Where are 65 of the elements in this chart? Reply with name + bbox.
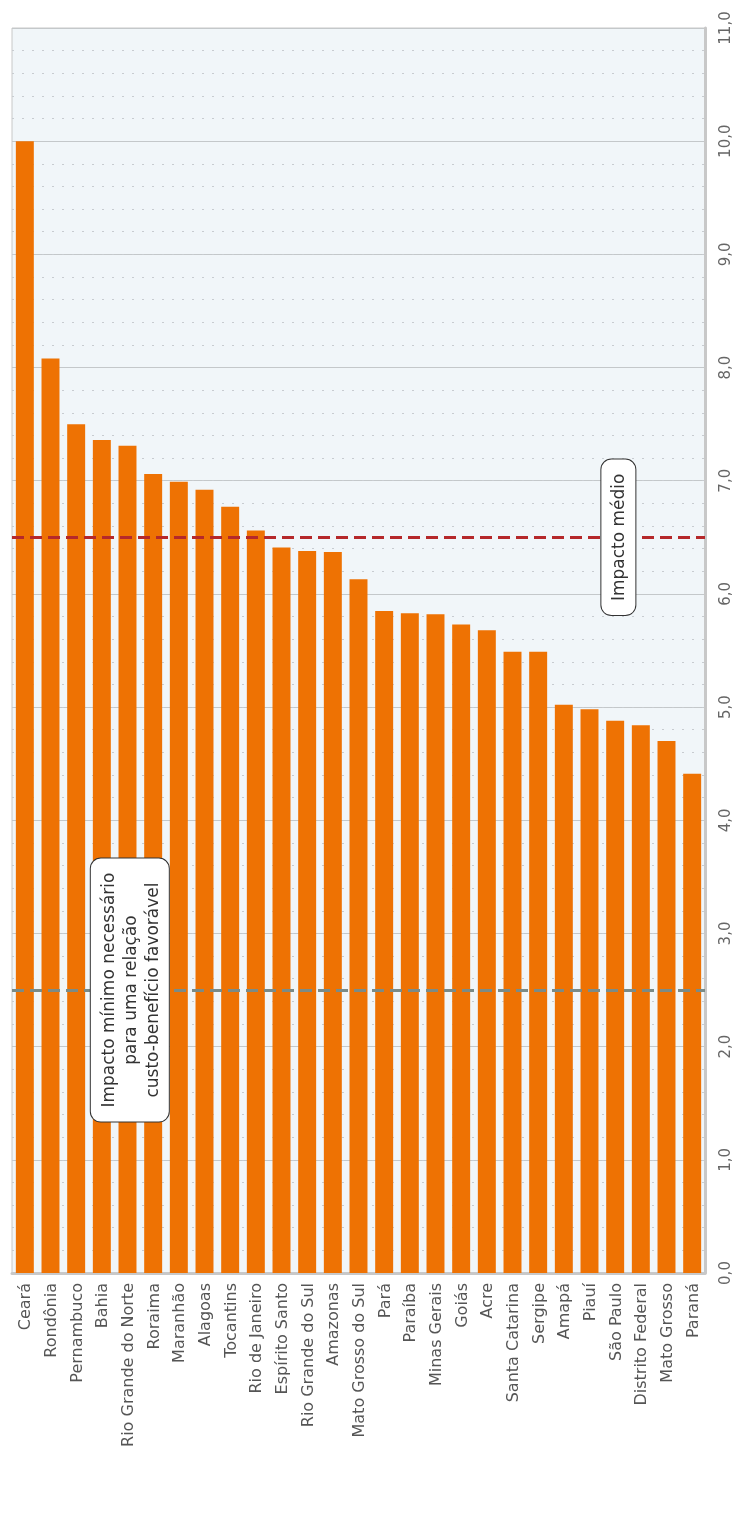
bar: [323, 552, 342, 1273]
bar: [452, 624, 471, 1273]
y-tick-label: 8,0: [715, 355, 734, 380]
bar: [169, 481, 188, 1273]
x-tick-label: Pará: [374, 1283, 394, 1319]
bar: [195, 489, 214, 1273]
x-tick-label: Paraíba: [400, 1283, 420, 1343]
y-tick-label: 4,0: [715, 808, 734, 833]
x-tick-label: Rondônia: [41, 1283, 60, 1358]
bar: [298, 550, 317, 1273]
bar: [221, 506, 240, 1273]
x-tick-label: Pernambuco: [66, 1283, 86, 1383]
x-tick-label: Santa Catarina: [503, 1283, 522, 1403]
x-tick-label: Sergipe: [528, 1283, 548, 1344]
x-tick-label: Goiás: [451, 1283, 471, 1328]
y-tick-label: 0,0: [715, 1261, 734, 1285]
bar: [15, 141, 34, 1273]
bar: [580, 709, 599, 1273]
x-tick-label: Rio Grande do Sul: [297, 1283, 317, 1428]
bar: [426, 614, 445, 1273]
bar: [67, 424, 86, 1273]
x-tick-label: Acre: [477, 1283, 497, 1319]
bar: [554, 704, 573, 1273]
bar: [683, 773, 702, 1273]
x-tick-label: Rio de Janeiro: [246, 1283, 266, 1394]
y-tick-label: 3,0: [715, 921, 734, 946]
bar: [349, 579, 368, 1273]
y-tick-label: 11,0: [715, 11, 734, 45]
x-tick-label: Paraná: [682, 1283, 702, 1339]
bar: [400, 613, 419, 1273]
y-tick-label: 1,0: [715, 1147, 734, 1172]
y-tick-label: 7,0: [715, 468, 734, 493]
x-tick-label: Mato Grosso do Sul: [349, 1283, 368, 1438]
y-tick-label: 10,0: [715, 124, 734, 158]
bar: [529, 651, 548, 1273]
x-tick-label: Espírito Santo: [272, 1283, 291, 1395]
x-tick-label: Tocantins: [220, 1283, 240, 1359]
x-tick-label: Alagoas: [195, 1283, 214, 1347]
x-tick-label: Piauí: [580, 1282, 599, 1322]
bar: [631, 725, 650, 1273]
bar: [657, 741, 676, 1273]
bar: [606, 720, 625, 1273]
x-tick-label: Amapá: [554, 1283, 574, 1340]
bar: [503, 651, 522, 1273]
y-tick-label: 2,0: [715, 1034, 734, 1059]
x-tick-label: Rio Grande do Norte: [118, 1283, 137, 1447]
x-tick-label: Distrito Federal: [631, 1283, 651, 1406]
y-tick-label: 9,0: [715, 242, 734, 267]
x-tick-label: Amazonas: [323, 1283, 343, 1366]
x-tick-label: Minas Gerais: [426, 1283, 445, 1387]
x-tick-label: São Paulo: [605, 1283, 625, 1361]
bar: [41, 358, 60, 1273]
bar: [272, 547, 291, 1273]
x-tick-label: Maranhão: [169, 1283, 189, 1363]
bar: [375, 610, 394, 1273]
x-tick-label: Bahia: [92, 1283, 112, 1329]
x-tick-label: Roraima: [143, 1283, 163, 1350]
y-tick-label: 5,0: [715, 695, 734, 720]
x-tick-label: Mato Grosso: [657, 1283, 676, 1383]
x-tick-label: Ceará: [15, 1283, 35, 1331]
bar: [246, 530, 265, 1273]
ref-line-label: Impacto médio: [608, 473, 629, 602]
y-tick-label: 6,0: [715, 581, 734, 606]
ref-line-label: Impacto mínimo necessário para uma relação custo-benefício favorável: [97, 872, 162, 1108]
bar: [477, 630, 496, 1273]
